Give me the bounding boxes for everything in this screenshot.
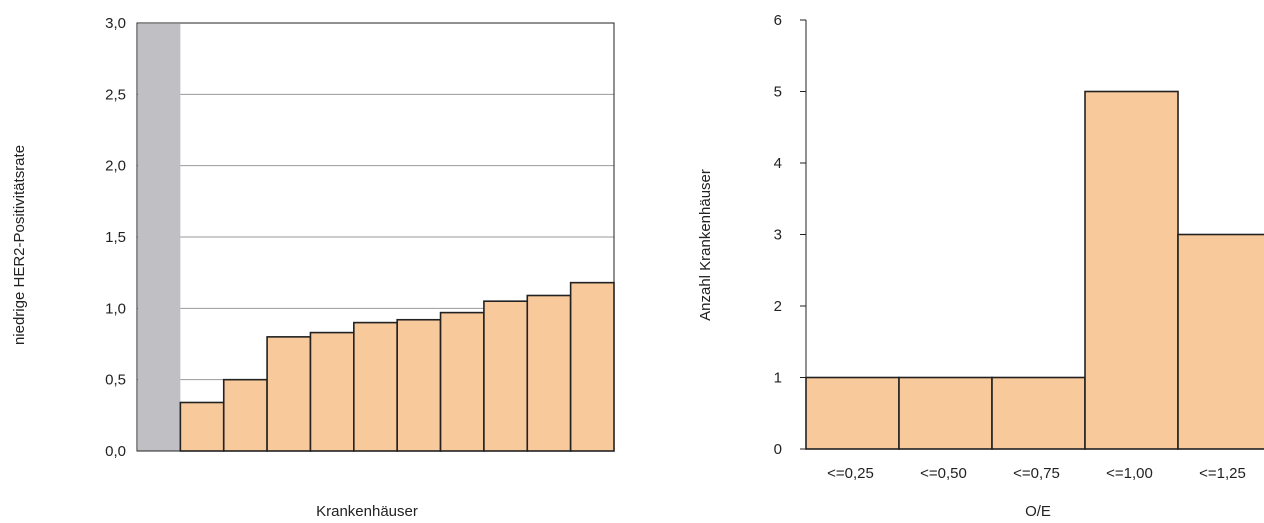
left-y-tick-labels: 0,0 0,5 1,0 1,5 2,0 2,5 3,0 (105, 15, 126, 460)
right-x-tick-labels: <=0,25 <=0,50 <=0,75 <=1,00 <=1,25 (827, 465, 1246, 482)
right-y-tick-label: 5 (774, 84, 782, 101)
right-x-tick-label: <=0,50 (920, 465, 967, 482)
right-x-tick-label: <=1,00 (1106, 465, 1153, 482)
right-y-axis-label: Anzahl Krankenhäuser (697, 169, 714, 321)
right-y-tick-labels: 0 1 2 3 4 5 6 (774, 12, 806, 458)
right-x-tick-label: <=1,25 (1199, 465, 1246, 482)
left-bar (396, 318, 442, 452)
right-y-tick-label: 0 (774, 441, 782, 458)
left-y-tick-label: 2,0 (105, 158, 126, 175)
right-y-tick-label: 1 (774, 370, 782, 387)
right-bar (805, 376, 900, 450)
right-x-tick-label: <=0,25 (827, 465, 874, 482)
left-y-tick-label: 2,5 (105, 86, 126, 103)
left-x-axis-label: Krankenhäuser (316, 503, 418, 520)
left-highlight-band (138, 24, 181, 451)
left-y-tick-label: 0,0 (105, 443, 126, 460)
right-x-axis-label: O/E (1025, 503, 1051, 520)
left-bar (483, 300, 529, 452)
left-y-tick-label: 3,0 (105, 15, 126, 32)
right-bar (991, 376, 1086, 450)
left-bar (222, 378, 268, 452)
left-bar (266, 336, 312, 452)
right-y-tick-label: 2 (774, 298, 782, 315)
left-bar (569, 281, 615, 452)
left-bar (439, 311, 485, 452)
right-x-tick-label: <=0,75 (1013, 465, 1060, 482)
chart-left: 0,0 0,5 1,0 1,5 2,0 2,5 3,0 niedrige HER2-Posi… (11, 15, 615, 520)
chart-right: 0 1 2 3 4 5 6 <=0,25 <=0,50 <=0,75 <=1,00 <=1,25 A… (697, 12, 1264, 520)
left-bar (179, 401, 225, 452)
left-bars (179, 281, 615, 452)
left-plot-frame (136, 22, 615, 452)
right-y-tick-label: 6 (774, 12, 782, 29)
left-y-tick-label: 1,5 (105, 229, 126, 246)
right-y-tick-label: 4 (774, 155, 782, 172)
left-bar (526, 294, 572, 452)
left-bar (353, 321, 398, 452)
right-bar (1084, 90, 1179, 450)
right-bars (805, 90, 1264, 450)
right-bar (1177, 233, 1264, 450)
left-bar (309, 331, 355, 452)
left-y-tick-label: 0,5 (105, 372, 126, 389)
right-y-tick-label: 3 (774, 227, 782, 244)
left-y-axis-label: niedrige HER2-Positivitätsrate (11, 145, 28, 345)
left-y-tick-label: 1,0 (105, 300, 126, 317)
right-bar (898, 376, 993, 450)
